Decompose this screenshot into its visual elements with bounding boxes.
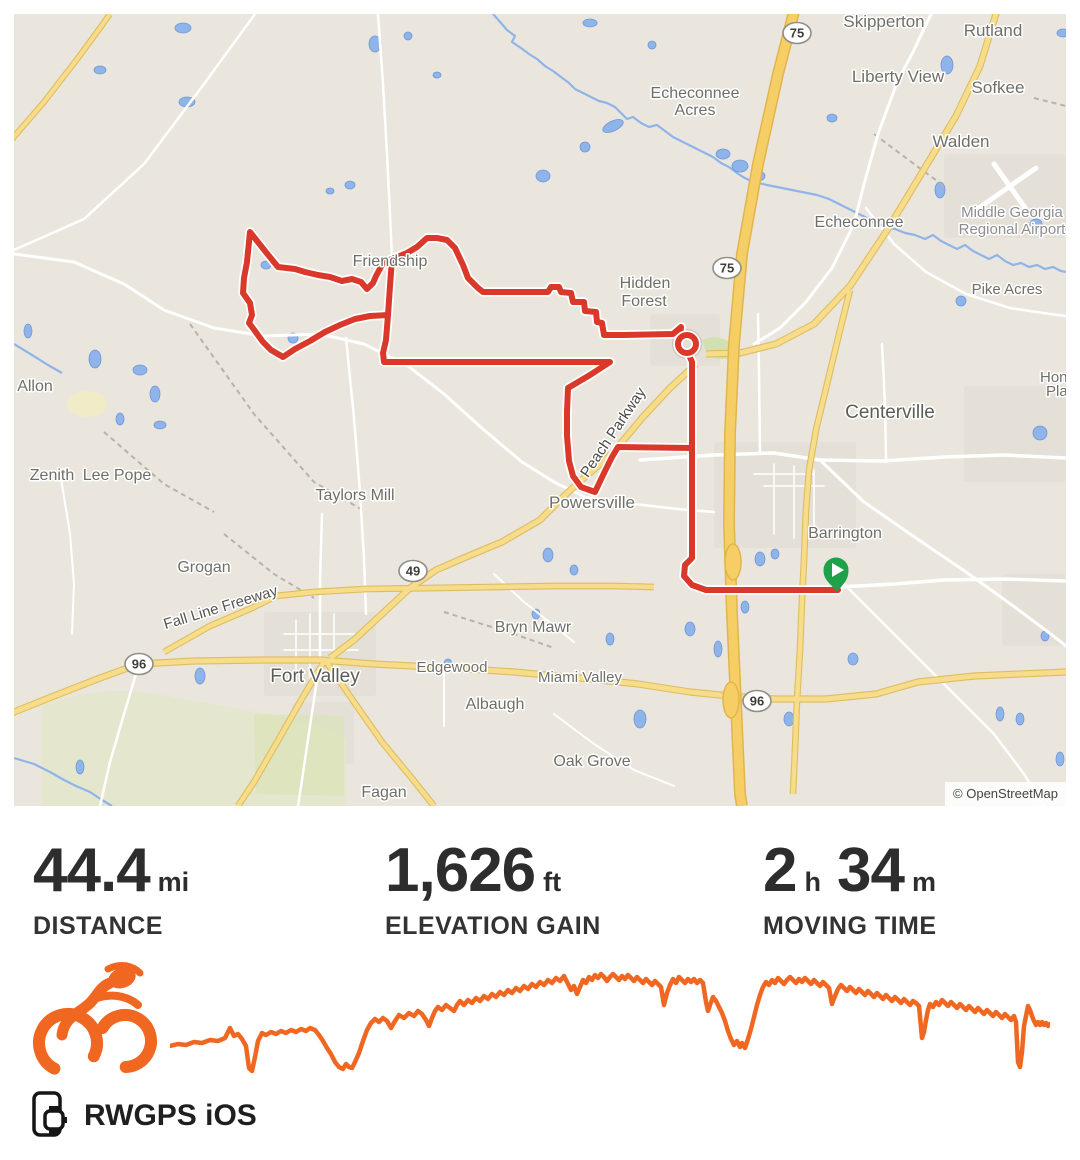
svg-text:Pike Acres: Pike Acres [972,281,1043,298]
svg-text:Fagan: Fagan [361,784,406,801]
svg-text:Walden: Walden [932,132,989,151]
elevation-value-row: 1,626 ft [385,840,601,902]
stat-elevation-gain: 1,626 ft ELEVATION GAIN [385,840,601,941]
svg-text:Skipperton: Skipperton [843,14,924,31]
distance-unit: mi [157,867,190,897]
start-marker[interactable] [823,557,849,593]
elevation-unit: ft [543,867,562,897]
svg-text:Echeconnee: Echeconnee [651,85,740,102]
stat-moving-time: 2 h 34 m MOVING TIME [763,840,937,941]
hours-unit: h [804,867,821,897]
svg-text:Miami Valley: Miami Valley [538,669,622,686]
svg-text:Friendship: Friendship [353,253,428,270]
svg-text:96: 96 [132,657,146,672]
map-attribution[interactable]: © OpenStreetMap [945,782,1066,806]
svg-text:Middle Georgia: Middle Georgia [961,204,1063,221]
svg-text:Bryn Mawr: Bryn Mawr [495,619,572,636]
minutes-value: 34 [836,836,905,905]
svg-text:Forest: Forest [621,293,667,310]
elevation-profile-chart [167,942,1053,1082]
svg-text:Regional Airport: Regional Airport [959,221,1066,238]
source-row: RWGPS iOS [30,1090,257,1142]
svg-text:Echeconnee: Echeconnee [815,214,904,231]
route-map[interactable]: 75 75 49 96 96 Skipperton Rutland Liberty View S… [14,14,1066,806]
elevation-value: 1,626 [385,836,536,905]
svg-text:Albaugh: Albaugh [466,696,525,713]
phone-watch-icon [32,1091,67,1137]
svg-text:75: 75 [720,261,734,276]
svg-text:Edgewood: Edgewood [417,659,488,676]
svg-text:Grogan: Grogan [177,559,230,576]
svg-text:Hone: Hone [1040,369,1066,386]
moving-time-label: MOVING TIME [763,912,937,940]
distance-value-row: 44.4 mi [33,840,189,902]
svg-text:75: 75 [790,26,804,41]
svg-text:Hidden: Hidden [620,275,671,292]
svg-text:96: 96 [750,694,764,709]
source-label: RWGPS iOS [84,1099,257,1132]
hours-value: 2 [763,836,797,905]
stat-distance: 44.4 mi DISTANCE [33,840,189,941]
svg-text:Fort Valley: Fort Valley [270,666,360,687]
svg-text:49: 49 [406,564,420,579]
svg-text:Lee Pope: Lee Pope [83,467,152,484]
svg-text:Acres: Acres [675,102,716,119]
svg-text:Oak Grove: Oak Grove [553,753,630,770]
svg-text:Zenith: Zenith [30,467,74,484]
svg-text:Sofkee: Sofkee [972,78,1025,97]
svg-text:Centerville: Centerville [845,402,935,423]
minutes-unit: m [911,867,936,897]
elevation-label: ELEVATION GAIN [385,912,601,940]
svg-text:Rutland: Rutland [964,21,1023,40]
svg-text:Liberty View: Liberty View [852,67,945,86]
svg-text:Barrington: Barrington [808,525,882,542]
svg-text:Powersville: Powersville [549,493,635,512]
svg-text:Taylors Mill: Taylors Mill [315,487,394,504]
distance-value: 44.4 [33,836,151,905]
moving-time-value-row: 2 h 34 m [763,840,937,902]
distance-label: DISTANCE [33,912,163,940]
svg-text:Allon: Allon [17,378,53,395]
cyclist-logo-icon [32,962,157,1078]
svg-text:Plai: Plai [1046,383,1066,400]
map-canvas[interactable]: 75 75 49 96 96 Skipperton Rutland Liberty View S… [14,14,1066,806]
